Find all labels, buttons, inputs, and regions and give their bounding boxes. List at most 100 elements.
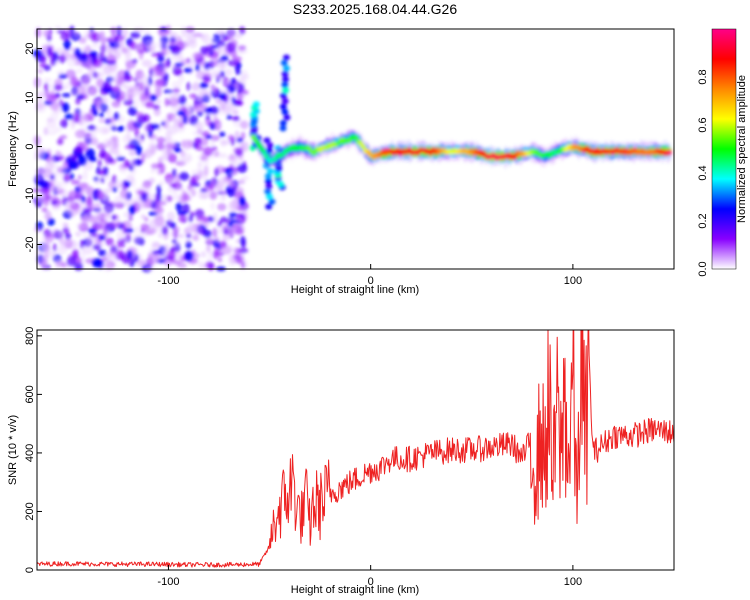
heatmap-cell — [233, 99, 244, 107]
heatmap-cell — [177, 233, 185, 238]
heatmap-cell — [58, 54, 66, 64]
heatmap-cell — [227, 134, 235, 142]
heatmap-cell — [119, 95, 126, 101]
heatmap-cell — [217, 203, 227, 211]
heatmap-cell — [69, 25, 75, 36]
colorbar-tick-label: 0.6 — [697, 117, 709, 132]
heatmap-cell — [120, 237, 126, 248]
heatmap-cell — [49, 174, 55, 180]
heatmap-cell — [98, 43, 110, 52]
y-tick-label: 0 — [24, 567, 36, 573]
heatmap-cell — [123, 159, 131, 167]
heatmap-cell — [307, 146, 313, 152]
heatmap-cell — [53, 84, 63, 91]
y-tick-label: -10 — [24, 188, 36, 204]
heatmap-cell — [47, 28, 53, 35]
heatmap-cell — [126, 232, 131, 239]
heatmap-cell — [113, 112, 120, 121]
heatmap-cell — [157, 55, 165, 62]
heatmap-cell — [64, 205, 70, 215]
heatmap-cell — [94, 176, 101, 185]
heatmap-cell — [139, 81, 144, 91]
heatmap-cell — [57, 137, 63, 146]
heatmap-cell — [52, 243, 57, 252]
y-tick-label: 600 — [24, 385, 36, 403]
y-tick-label: 800 — [24, 327, 36, 345]
x-tick-label: 0 — [368, 576, 374, 588]
heatmap-cell — [133, 77, 138, 82]
heatmap-cell — [103, 205, 113, 213]
heatmap-cell — [100, 35, 105, 45]
heatmap-cell — [156, 136, 166, 143]
heatmap-cell — [667, 149, 672, 155]
heatmap-cell — [238, 196, 246, 207]
heatmap-cell — [105, 106, 112, 117]
heatmap-cell — [103, 138, 115, 149]
heatmap-cell — [210, 87, 217, 93]
heatmap-cell — [107, 51, 113, 60]
heatmap-cell — [175, 180, 181, 187]
heatmap-cell — [201, 76, 211, 81]
heatmap-cell — [235, 213, 246, 219]
heatmap-cell — [165, 219, 174, 227]
heatmap-cell — [229, 85, 236, 93]
heatmap-cell — [151, 241, 161, 249]
heatmap-cell — [109, 248, 117, 257]
heatmap-cell — [58, 155, 66, 161]
heatmap-cell — [281, 109, 289, 116]
heatmap-cell — [190, 169, 201, 175]
heatmap-cell — [87, 71, 96, 82]
heatmap-cell — [178, 172, 190, 181]
heatmap-cell — [44, 91, 51, 97]
heatmap-cell — [166, 113, 177, 118]
heatmap-cell — [179, 41, 190, 49]
heatmap-cell — [219, 195, 226, 202]
heatmap-cell — [34, 175, 42, 181]
heatmap-cell — [142, 113, 150, 122]
colorbar-ticks: 0.0 0.2 0.4 0.6 0.8 — [697, 69, 709, 276]
heatmap-cell — [227, 177, 234, 189]
heatmap-cell — [55, 150, 61, 156]
heatmap-cell — [110, 63, 117, 75]
heatmap-cell — [179, 113, 184, 122]
snr-y-axis-label: SNR (10 * v/v) — [7, 415, 19, 485]
heatmap-cell — [96, 100, 107, 110]
heatmap-cell — [103, 214, 112, 221]
heatmap-cell — [178, 95, 187, 106]
heatmap-cell — [135, 144, 143, 156]
heatmap-cell — [189, 115, 199, 126]
x-tick-label: 0 — [368, 275, 374, 287]
heatmap-cell — [144, 86, 150, 98]
heatmap-cell — [234, 148, 243, 157]
heatmap-cell — [112, 186, 118, 193]
heatmap-cell — [198, 194, 209, 200]
heatmap-cell — [231, 49, 237, 60]
heatmap-cell — [62, 165, 67, 175]
heatmap-cell — [209, 190, 218, 201]
heatmap-cell — [64, 113, 75, 120]
heatmap-cell — [91, 258, 103, 268]
heatmap-cell — [186, 57, 191, 63]
heatmap-cell — [282, 87, 290, 94]
heatmap-cell — [282, 54, 290, 61]
heatmap-cell — [114, 195, 123, 206]
heatmap-cell — [228, 29, 237, 35]
heatmap-cell — [217, 257, 223, 263]
heatmap-cell — [266, 168, 274, 175]
colorbar-tick-label: 0.8 — [697, 69, 709, 84]
heatmap-cell — [122, 28, 129, 39]
heatmap-cell — [135, 111, 144, 118]
heatmap-cell — [216, 182, 223, 188]
chart-title: S233.2025.168.04.44.G26 — [293, 1, 457, 17]
heatmap-cell — [98, 170, 106, 176]
heatmap-cell — [201, 90, 213, 100]
heatmap-cell — [87, 124, 96, 131]
heatmap-cell — [167, 249, 176, 261]
heatmap-cell — [96, 78, 104, 88]
heatmap-cell — [161, 29, 167, 39]
heatmap-cell — [264, 188, 272, 195]
heatmap-cell — [167, 179, 173, 184]
heatmap-cell — [127, 106, 138, 117]
heatmap-cell — [281, 70, 289, 77]
heatmap-cell — [114, 34, 125, 42]
